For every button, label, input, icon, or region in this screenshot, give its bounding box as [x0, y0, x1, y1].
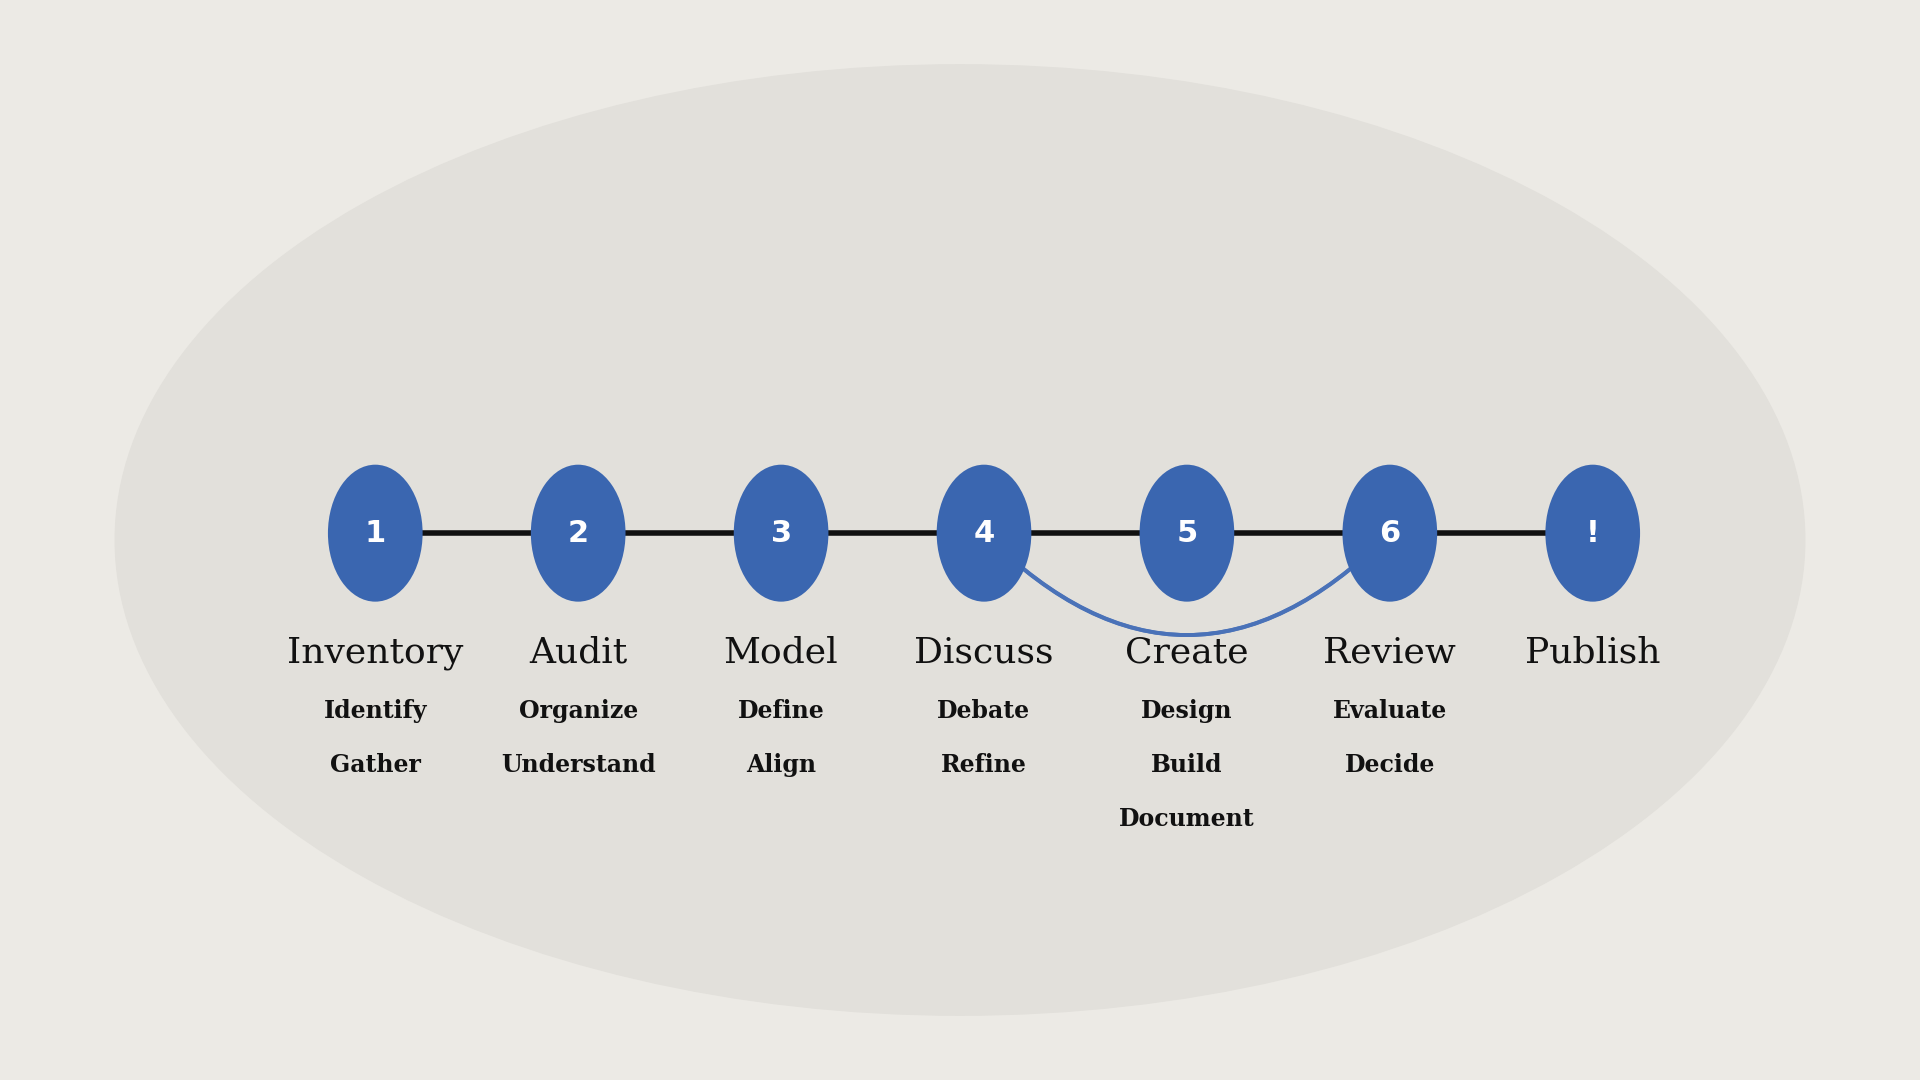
- Text: Evaluate: Evaluate: [1332, 700, 1448, 724]
- Circle shape: [530, 464, 626, 602]
- Circle shape: [328, 464, 422, 602]
- Text: Refine: Refine: [941, 754, 1027, 778]
- Text: Gather: Gather: [330, 754, 420, 778]
- Circle shape: [1140, 464, 1235, 602]
- Text: Identify: Identify: [324, 700, 426, 724]
- Text: Document: Document: [1119, 807, 1256, 832]
- Circle shape: [1342, 464, 1438, 602]
- Text: Decide: Decide: [1344, 754, 1434, 778]
- Text: 3: 3: [770, 518, 791, 548]
- FancyArrowPatch shape: [987, 535, 1386, 635]
- Text: Organize: Organize: [518, 700, 637, 724]
- Text: 2: 2: [568, 518, 589, 548]
- Text: 5: 5: [1177, 518, 1198, 548]
- Text: Create: Create: [1125, 636, 1248, 670]
- Text: Design: Design: [1140, 700, 1233, 724]
- Circle shape: [1546, 464, 1640, 602]
- Text: Debate: Debate: [937, 700, 1031, 724]
- Text: Inventory: Inventory: [288, 636, 463, 670]
- Text: Discuss: Discuss: [914, 636, 1054, 670]
- Text: Audit: Audit: [530, 636, 628, 670]
- Text: Align: Align: [747, 754, 816, 778]
- Text: 6: 6: [1379, 518, 1400, 548]
- FancyArrowPatch shape: [987, 535, 1388, 635]
- Circle shape: [733, 464, 828, 602]
- Text: Build: Build: [1152, 754, 1223, 778]
- Circle shape: [937, 464, 1031, 602]
- Text: 4: 4: [973, 518, 995, 548]
- Text: Understand: Understand: [501, 754, 655, 778]
- Text: Review: Review: [1323, 636, 1455, 670]
- Text: Define: Define: [737, 700, 824, 724]
- Text: Publish: Publish: [1524, 636, 1661, 670]
- Text: Model: Model: [724, 636, 839, 670]
- Text: !: !: [1586, 518, 1599, 548]
- Text: 1: 1: [365, 518, 386, 548]
